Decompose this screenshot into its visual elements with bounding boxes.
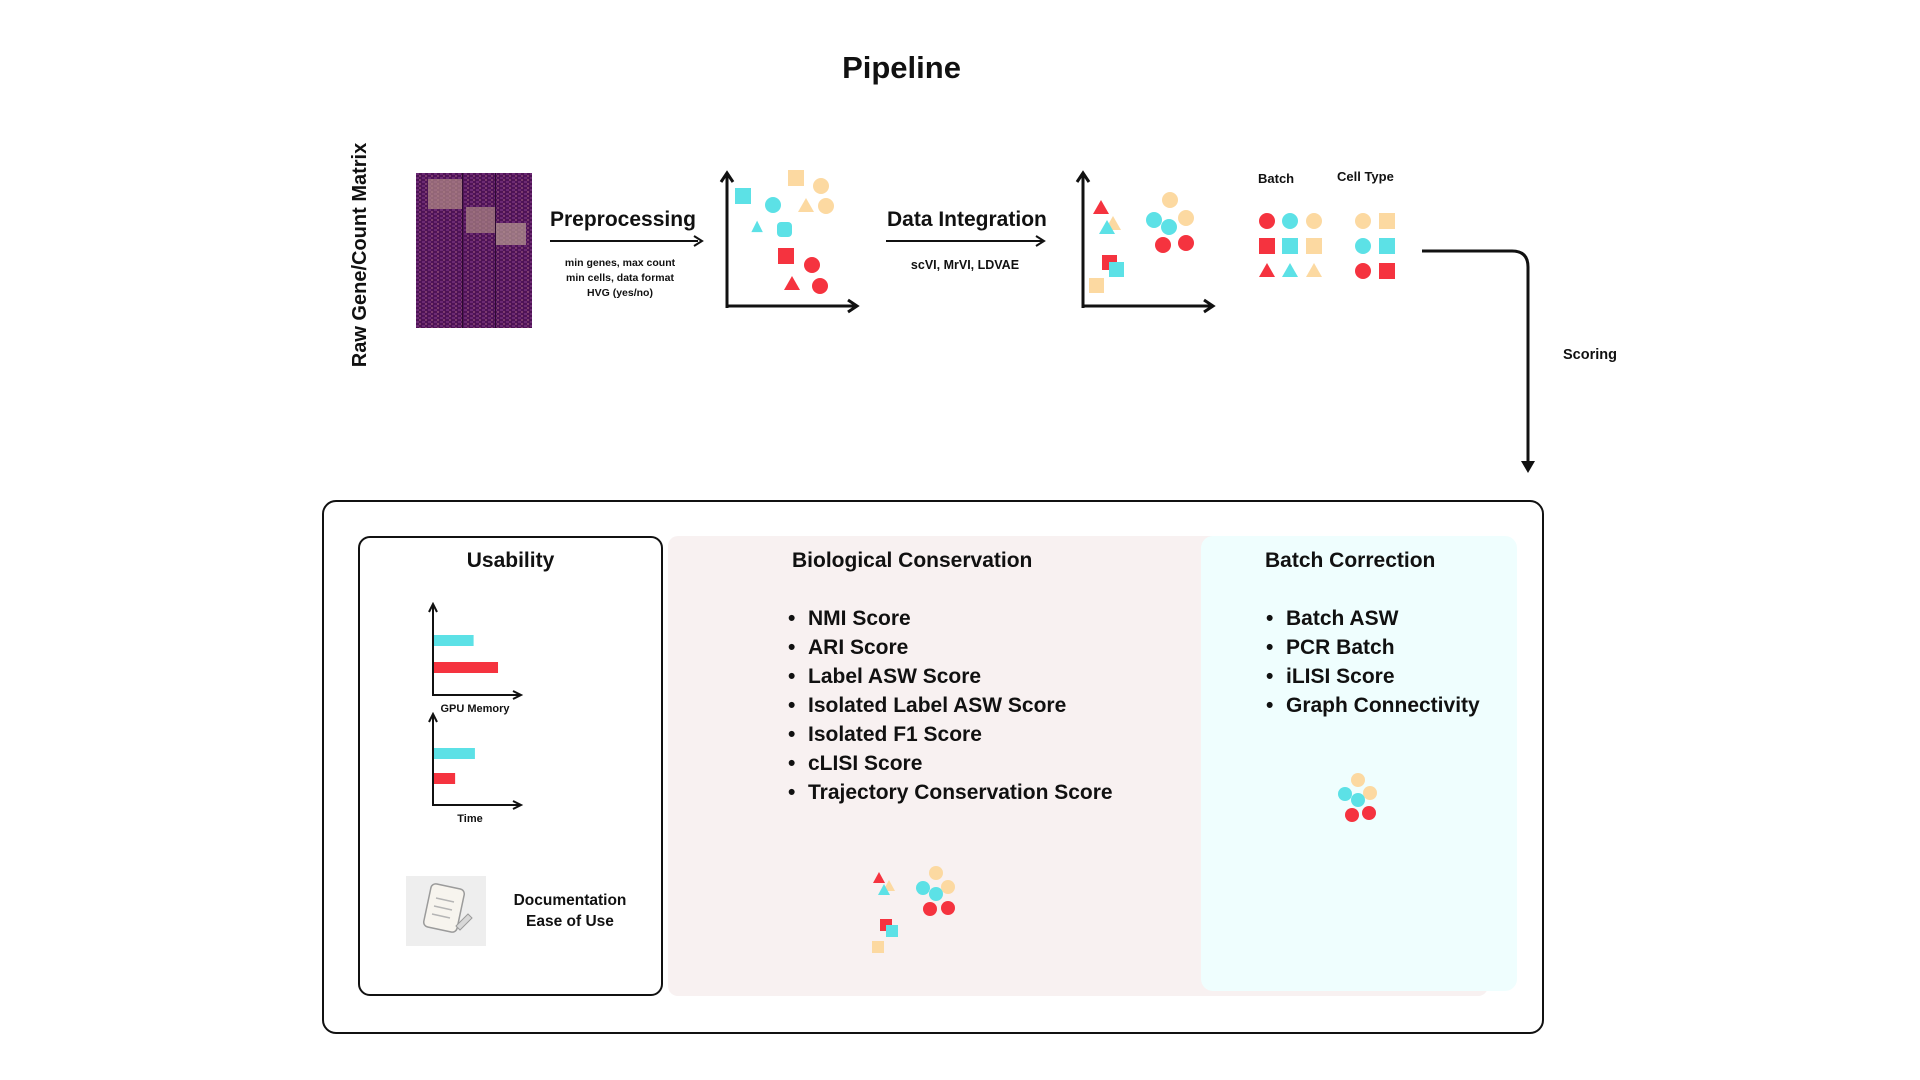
scatter-plot-before bbox=[719, 170, 860, 314]
batch-correction-list: Batch ASW PCR Batch iLISI Score Graph Co… bbox=[1266, 604, 1480, 720]
time-chart bbox=[428, 712, 524, 810]
preprocessing-param: HVG (yes/no) bbox=[587, 287, 653, 299]
metric-item: Label ASW Score bbox=[788, 662, 1113, 691]
data-integration-label: Data Integration bbox=[887, 208, 1047, 231]
legend-cell-type-label: Cell Type bbox=[1337, 169, 1394, 184]
scoring-container bbox=[322, 500, 1544, 1034]
metric-item: PCR Batch bbox=[1266, 633, 1480, 662]
preprocessing-param: min genes, max count bbox=[564, 257, 676, 269]
time-bar-red bbox=[434, 773, 456, 784]
gpu-memory-chart bbox=[428, 602, 524, 700]
metric-item: Trajectory Conservation Score bbox=[788, 778, 1113, 807]
scatter-plot-after bbox=[1075, 170, 1216, 314]
document-icon bbox=[406, 876, 486, 946]
biological-conservation-list: NMI Score ARI Score Label ASW Score Isol… bbox=[788, 604, 1113, 807]
scoring-label: Scoring bbox=[1563, 347, 1617, 363]
usability-title: Usability bbox=[466, 549, 555, 572]
heatmap-matrix bbox=[416, 173, 532, 328]
preprocessing-label: Preprocessing bbox=[550, 208, 696, 231]
gpu-memory-label: GPU Memory bbox=[440, 703, 510, 715]
metric-item: cLISI Score bbox=[788, 749, 1113, 778]
integration-methods: scVI, MrVI, LDVAE bbox=[910, 258, 1020, 272]
gpu-memory-bar-red bbox=[434, 662, 499, 673]
bio-conservation-cluster-icon bbox=[872, 866, 955, 953]
integration-arrow bbox=[886, 235, 1046, 247]
documentation-label: Documentation bbox=[513, 892, 627, 909]
metric-item: iLISI Score bbox=[1266, 662, 1480, 691]
scoring-arrow bbox=[1422, 249, 1535, 473]
biological-conservation-title: Biological Conservation bbox=[792, 549, 1033, 572]
diagram-title: Pipeline bbox=[842, 50, 961, 85]
metric-item: NMI Score bbox=[788, 604, 1113, 633]
preprocessing-param: min cells, data format bbox=[566, 272, 674, 284]
ease-of-use-label: Ease of Use bbox=[526, 913, 614, 930]
batch-correction-cluster-icon bbox=[1338, 773, 1377, 822]
legend-batch-label: Batch bbox=[1258, 171, 1295, 186]
legend-batch-shapes bbox=[1259, 213, 1322, 277]
metric-item: Batch ASW bbox=[1266, 604, 1480, 633]
time-label: Time bbox=[457, 813, 483, 825]
batch-correction-title: Batch Correction bbox=[1265, 549, 1436, 572]
raw-matrix-label: Raw Gene/Count Matrix bbox=[349, 142, 371, 368]
metric-item: Isolated Label ASW Score bbox=[788, 691, 1113, 720]
legend-cell-type-shapes bbox=[1355, 213, 1395, 279]
metric-item: Graph Connectivity bbox=[1266, 691, 1480, 720]
time-bar-cyan bbox=[434, 748, 475, 759]
preprocessing-arrow bbox=[550, 235, 704, 247]
metric-item: ARI Score bbox=[788, 633, 1113, 662]
gpu-memory-bar-cyan bbox=[434, 635, 474, 646]
metric-item: Isolated F1 Score bbox=[788, 720, 1113, 749]
